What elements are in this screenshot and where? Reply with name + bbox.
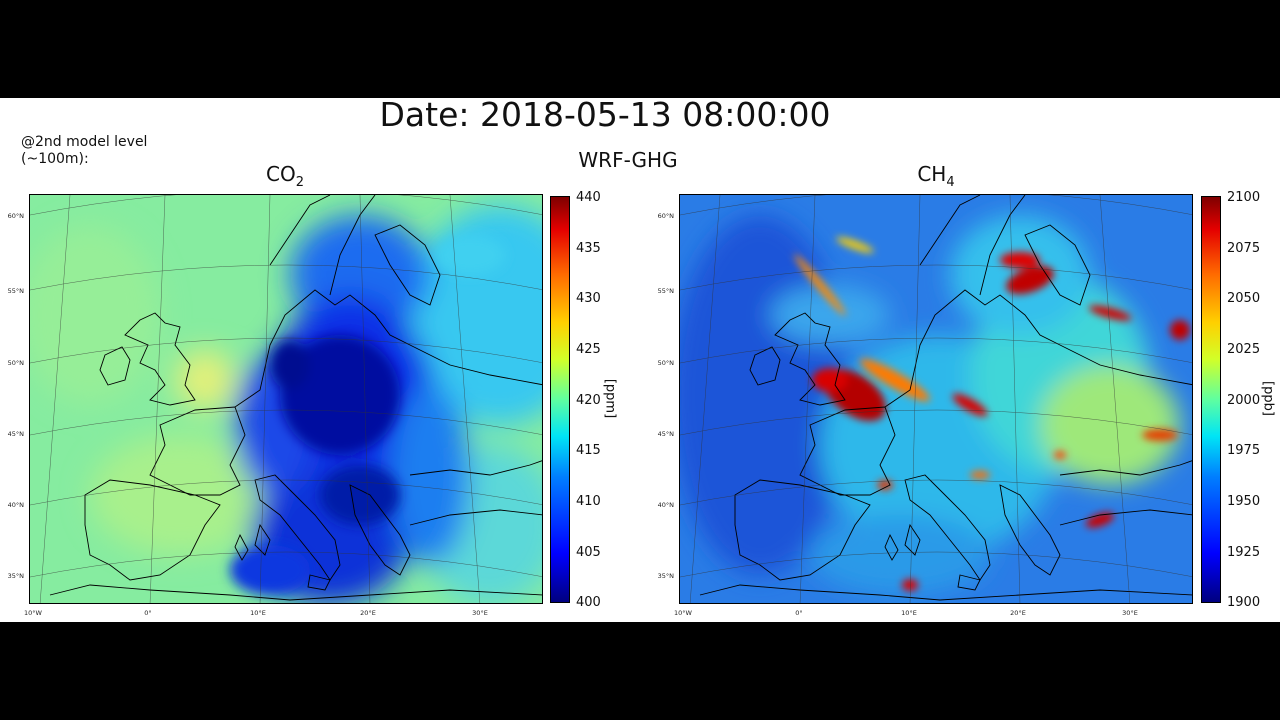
co2-lat-label-45: 45°N (7, 430, 24, 438)
ch4-map (679, 194, 1193, 604)
ch4-tick-2050: 2050 (1227, 291, 1261, 306)
co2-lat-label-35: 35°N (7, 572, 24, 580)
co2-tick-420: 420 (576, 393, 601, 408)
ch4-map-svg (680, 195, 1192, 603)
co2-lat-label-60: 60°N (7, 212, 24, 220)
letterbox-bottom (0, 622, 1280, 720)
ch4-tick-1950: 1950 (1227, 494, 1261, 509)
co2-lon-label-0: 0° (144, 609, 152, 617)
ch4-lat-label-45: 45°N (657, 430, 674, 438)
ch4-field-blobs (680, 215, 1180, 595)
co2-lon-label-10e: 10°E (250, 609, 266, 617)
co2-lat-label-55: 55°N (7, 287, 24, 295)
co2-tick-430: 430 (576, 291, 601, 306)
co2-tick-405: 405 (576, 545, 601, 560)
co2-lon-label-10w: 10°W (24, 609, 42, 617)
model-level-label: @2nd model level (~100m): (21, 134, 148, 167)
ch4-title-main: CH (917, 162, 947, 186)
co2-lat-label-50: 50°N (7, 359, 24, 367)
letterbox-top (0, 0, 1280, 98)
ch4-lat-label-50: 50°N (657, 359, 674, 367)
ch4-lat-label-55: 55°N (657, 287, 674, 295)
co2-coastlines (49, 195, 542, 601)
co2-tick-425: 425 (576, 342, 601, 357)
ch4-lon-label-10e: 10°E (901, 609, 917, 617)
figure-canvas: Date: 2018-05-13 08:00:00 @2nd model lev… (0, 98, 1280, 622)
ch4-unit-label: [ppb] (1260, 381, 1276, 416)
co2-lon-label-30e: 30°E (472, 609, 488, 617)
co2-graticule (30, 195, 542, 603)
ch4-lat-label-40: 40°N (657, 501, 674, 509)
co2-tick-435: 435 (576, 241, 601, 256)
model-name: WRF-GHG (578, 148, 678, 172)
co2-field-detail (230, 235, 505, 595)
co2-title-main: CO (266, 162, 296, 186)
co2-title-sub: 2 (295, 175, 304, 190)
co2-lat-label-40: 40°N (7, 501, 24, 509)
ch4-lon-label-0: 0° (795, 609, 803, 617)
co2-tick-415: 415 (576, 443, 601, 458)
ch4-graticule (680, 195, 1192, 603)
ch4-lat-label-35: 35°N (657, 572, 674, 580)
co2-tick-410: 410 (576, 494, 601, 509)
ch4-tick-2100: 2100 (1227, 190, 1261, 205)
ch4-tick-1975: 1975 (1227, 443, 1261, 458)
co2-map (29, 194, 543, 604)
co2-panel-title: CO2 (185, 162, 385, 190)
ch4-colorbar (1201, 196, 1221, 603)
co2-map-svg (30, 195, 542, 603)
ch4-tick-2000: 2000 (1227, 393, 1261, 408)
ch4-lon-label-20e: 20°E (1010, 609, 1026, 617)
ch4-lat-label-60: 60°N (657, 212, 674, 220)
ch4-lon-label-10w: 10°W (674, 609, 692, 617)
co2-tick-400: 400 (576, 595, 601, 610)
date-title: Date: 2018-05-13 08:00:00 (379, 95, 831, 134)
co2-tick-440: 440 (576, 190, 601, 205)
ch4-tick-2075: 2075 (1227, 241, 1261, 256)
ch4-title-sub: 4 (946, 175, 955, 190)
co2-colorbar (550, 196, 570, 603)
ch4-tick-1925: 1925 (1227, 545, 1261, 560)
ch4-tick-2025: 2025 (1227, 342, 1261, 357)
ch4-lon-label-30e: 30°E (1122, 609, 1138, 617)
ch4-panel-title: CH4 (836, 162, 1036, 190)
co2-unit-label: [ppm] (602, 378, 618, 419)
ch4-tick-1900: 1900 (1227, 595, 1261, 610)
ch4-field-plumes (794, 237, 1190, 591)
co2-lon-label-20e: 20°E (360, 609, 376, 617)
